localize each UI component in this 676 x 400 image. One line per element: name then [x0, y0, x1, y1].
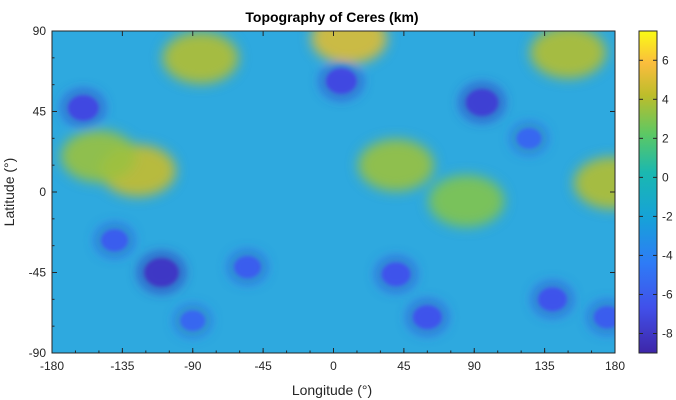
y-axis: 90 45 0 -45 -90 — [29, 24, 615, 360]
colorbar-tick-label: -6 — [662, 287, 673, 301]
y-tick-label: -45 — [29, 266, 47, 280]
x-axis-label: Longitude (°) — [292, 382, 372, 398]
colorbar: 6 4 2 0 -2 -4 -6 -8 — [638, 30, 673, 354]
x-tick-label: -135 — [110, 359, 134, 373]
colorbar-tick-label: 0 — [662, 170, 669, 184]
crater-rims — [64, 64, 615, 335]
crater-rim — [230, 252, 265, 282]
x-tick-label: 90 — [468, 359, 482, 373]
crater-rim — [534, 283, 571, 315]
y-tick-label: 90 — [33, 24, 47, 38]
colorbar-tick-label: -2 — [662, 209, 673, 223]
x-axis: -180 -135 -90 -45 0 45 90 135 180 — [40, 31, 625, 373]
y-axis-label: Latitude (°) — [1, 158, 17, 227]
crater-rim — [140, 254, 183, 291]
colorbar-tick-label: -8 — [662, 326, 673, 340]
y-tick-label: -90 — [29, 346, 47, 360]
x-tick-label: 180 — [605, 359, 625, 373]
colorbar-tick-label: -4 — [662, 248, 673, 262]
x-tick-label: 135 — [535, 359, 555, 373]
crater-rim — [322, 64, 361, 98]
map-plot-area — [51, 30, 616, 354]
crater-rim — [378, 258, 415, 290]
x-tick-label: 0 — [330, 359, 337, 373]
highland-region — [358, 139, 435, 192]
y-tick-label: 0 — [39, 185, 46, 199]
crater-rim — [512, 124, 545, 153]
crater-rim — [64, 91, 103, 125]
x-tick-label: 45 — [397, 359, 411, 373]
colorbar-gradient — [638, 30, 658, 354]
y-tick-label: 45 — [33, 105, 47, 119]
highland-region — [162, 31, 239, 84]
colorbar-tick-label: 2 — [662, 131, 669, 145]
x-tick-label: -45 — [254, 359, 272, 373]
x-tick-label: -90 — [184, 359, 202, 373]
highland-region — [428, 174, 505, 227]
highland-region — [573, 157, 615, 210]
highland-region — [60, 130, 137, 183]
chart-title: Topography of Ceres (km) — [245, 9, 418, 25]
highland-region — [530, 31, 607, 79]
x-tick-label: -180 — [40, 359, 64, 373]
crater-rim — [176, 307, 209, 335]
crater-rim — [462, 85, 503, 120]
crater-rim — [590, 302, 615, 332]
crater-rim — [409, 301, 446, 333]
highland-region — [311, 31, 388, 65]
colorbar-tick-label: 4 — [662, 92, 669, 106]
colorbar-tick-label: 6 — [662, 53, 669, 67]
terrain-features — [60, 31, 615, 336]
crater-rim — [97, 225, 132, 255]
colorbar-ticks: 6 4 2 0 -2 -4 -6 -8 — [639, 53, 673, 340]
